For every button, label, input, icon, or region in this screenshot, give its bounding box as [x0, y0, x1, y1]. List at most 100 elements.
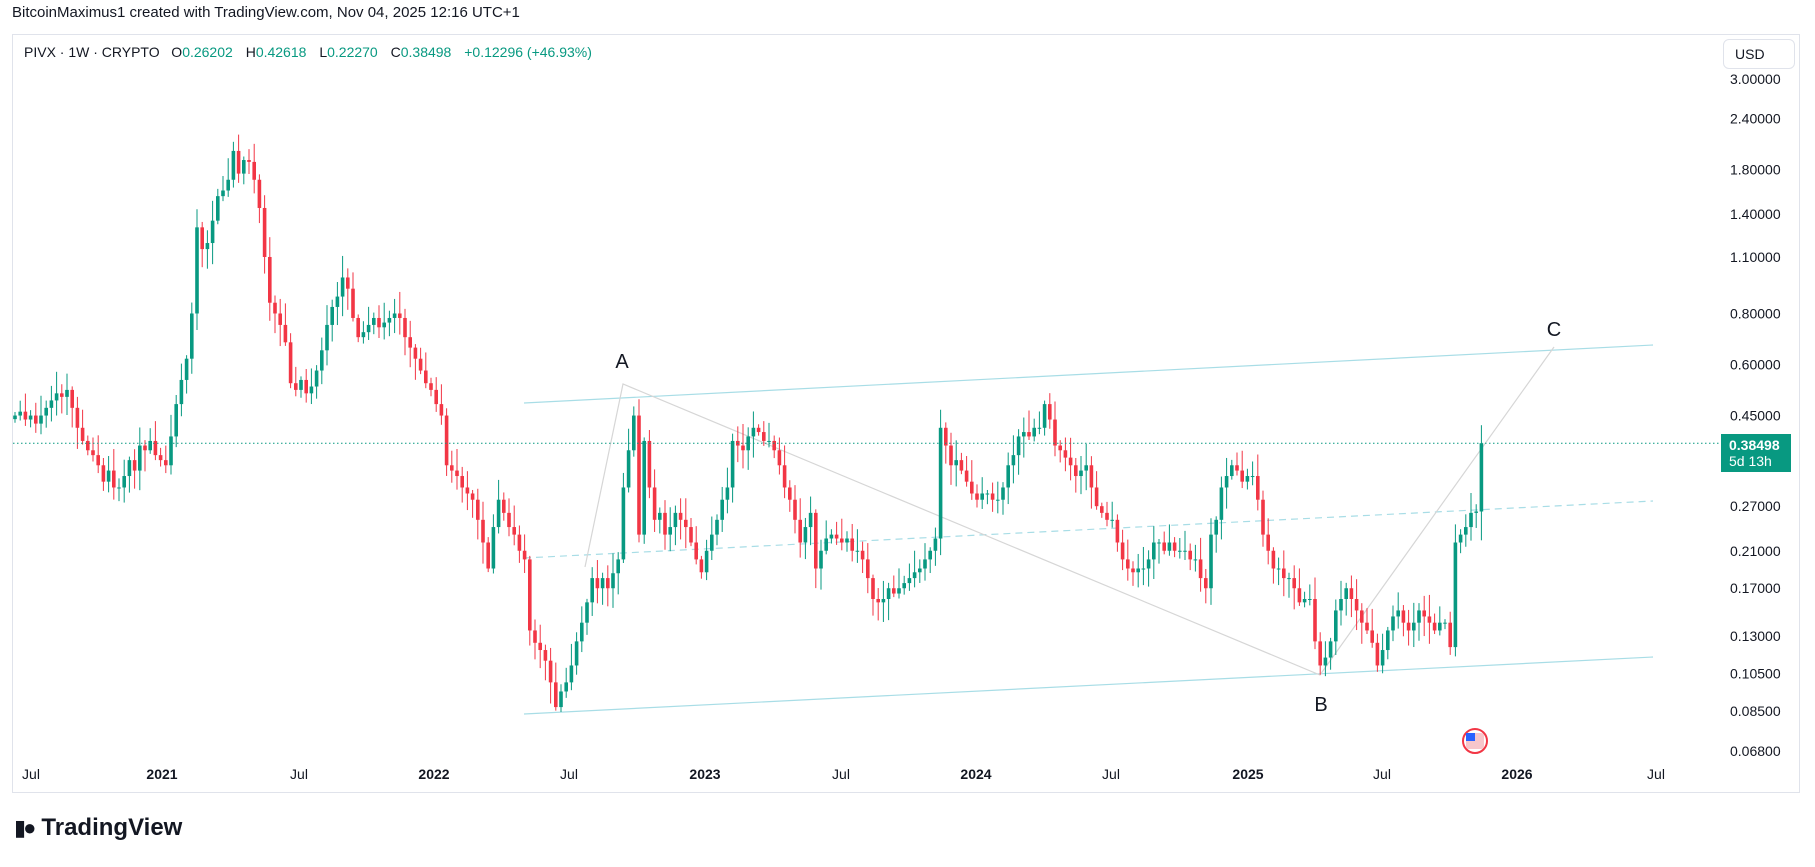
- candle-up: [1245, 476, 1250, 482]
- candle-down: [1370, 630, 1374, 643]
- candle-up: [372, 317, 376, 325]
- bar-countdown: 5d 13h: [1729, 453, 1772, 469]
- candle-up: [361, 332, 366, 338]
- candle-up: [632, 415, 636, 451]
- logo-text: TradingView: [41, 814, 183, 841]
- candle-down: [1297, 588, 1302, 603]
- candle-up: [1022, 432, 1026, 437]
- candle-up: [626, 450, 631, 488]
- candle-up: [184, 358, 189, 380]
- y-tick-label: 0.17000: [1730, 580, 1781, 596]
- candle-up: [242, 160, 246, 174]
- candle-up: [1458, 534, 1463, 543]
- candle-up: [1042, 404, 1047, 428]
- y-tick-label: 1.80000: [1730, 162, 1781, 178]
- candle-up: [1209, 534, 1213, 589]
- candle-down: [517, 534, 522, 551]
- candle-down: [434, 389, 438, 405]
- candle-up: [330, 306, 334, 325]
- candle-up: [933, 538, 938, 551]
- candle-up: [39, 415, 43, 424]
- candle-down: [788, 487, 792, 500]
- candle-up: [148, 440, 152, 451]
- candle-up: [1219, 487, 1224, 520]
- candle-down: [288, 342, 293, 384]
- low-label: L: [319, 44, 328, 60]
- candle-up: [1230, 465, 1234, 477]
- candle-up: [808, 512, 813, 528]
- candle-down: [1271, 550, 1276, 569]
- wave-label-c: C: [1547, 319, 1561, 341]
- candle-down: [1318, 641, 1322, 666]
- candle-up: [715, 519, 719, 535]
- candle-down: [949, 445, 953, 466]
- watermark: BitcoinMaximus1 created with TradingView…: [12, 4, 520, 21]
- candle-up: [320, 350, 324, 371]
- candle-up: [226, 179, 230, 191]
- candle-up: [18, 411, 22, 416]
- candle-down: [1282, 568, 1286, 579]
- symbol-info[interactable]: PIVX · 1W · CRYPTO: [24, 44, 160, 60]
- tradingview-logo[interactable]: ▮● TradingView: [14, 814, 182, 842]
- candle-down: [647, 440, 652, 488]
- change-value: +0.12296 (+46.93%): [464, 44, 592, 60]
- candle-up: [1276, 568, 1281, 570]
- candle-up: [803, 527, 808, 543]
- candle-down: [840, 538, 844, 543]
- candle-up: [1469, 512, 1473, 528]
- us-flag-economic-event-icon[interactable]: [1462, 728, 1488, 754]
- candle-down: [1188, 550, 1192, 560]
- candle-down: [684, 519, 688, 528]
- y-tick-label: 1.10000: [1730, 249, 1781, 265]
- candle-up: [881, 598, 886, 603]
- wave-label-a: A: [615, 351, 629, 373]
- candle-up: [1136, 568, 1140, 573]
- candle-down: [1094, 487, 1099, 507]
- high-value: 0.42618: [255, 44, 307, 60]
- candle-down: [538, 642, 542, 651]
- candle-down: [876, 598, 880, 603]
- candle-up: [169, 436, 173, 466]
- candle-down: [694, 542, 698, 560]
- candle-up: [1412, 622, 1416, 631]
- candle-up: [174, 404, 178, 437]
- candle-down: [465, 487, 470, 494]
- candle-down: [164, 460, 168, 466]
- x-tick-label: Jul: [1102, 766, 1120, 782]
- currency-button[interactable]: USD: [1723, 39, 1795, 69]
- candle-up: [829, 534, 834, 539]
- candle-down: [96, 455, 100, 466]
- candle-up: [1146, 559, 1151, 569]
- candle-down: [834, 534, 839, 539]
- candle-down: [871, 578, 875, 599]
- candle-up: [980, 493, 984, 500]
- x-tick-label: 2023: [689, 766, 720, 782]
- candle-down: [101, 465, 106, 482]
- x-tick-label: Jul: [832, 766, 850, 782]
- candle-down: [990, 493, 995, 500]
- candle-down: [247, 160, 251, 162]
- candle-down: [273, 302, 277, 314]
- candle-down: [486, 542, 490, 569]
- candle-up: [611, 573, 615, 589]
- candle-down: [1354, 598, 1359, 611]
- candle-down: [1100, 506, 1104, 513]
- candle-down: [652, 487, 657, 520]
- tradingview-logo-icon: ▮●: [14, 815, 36, 840]
- candle-down: [153, 440, 158, 456]
- candle-up: [996, 499, 1000, 501]
- candle-down: [1120, 542, 1125, 560]
- candle-up: [210, 220, 215, 244]
- candle-down: [413, 347, 418, 359]
- candle-down: [543, 650, 548, 661]
- candle-down: [356, 317, 360, 338]
- flag-canton: [1466, 733, 1475, 741]
- candle-down: [699, 559, 704, 573]
- candle-up: [1152, 542, 1156, 560]
- candle-up: [491, 527, 496, 569]
- chart-frame: [12, 34, 1800, 793]
- candle-down: [512, 527, 516, 535]
- candle-up: [710, 534, 714, 551]
- candle-up: [1344, 588, 1348, 599]
